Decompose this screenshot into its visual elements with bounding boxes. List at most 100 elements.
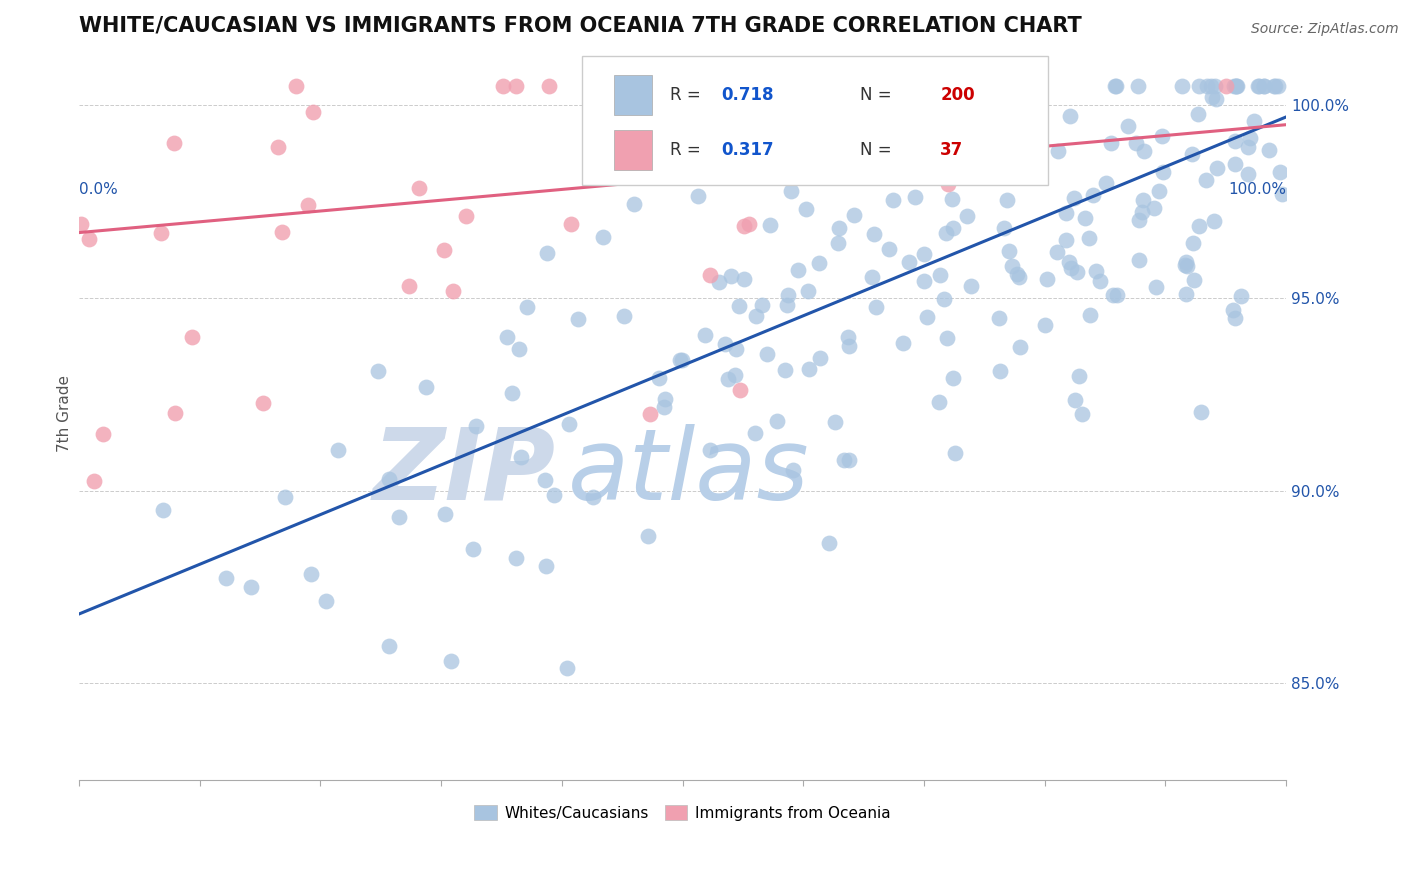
- Point: [536, 245, 558, 260]
- Point: [637, 529, 659, 543]
- Text: N =: N =: [860, 141, 897, 159]
- Point: [165, 406, 187, 420]
- Point: [728, 299, 751, 313]
- Point: [543, 488, 565, 502]
- Point: [1102, 288, 1125, 302]
- Text: N =: N =: [860, 87, 897, 104]
- Point: [378, 472, 401, 486]
- Point: [936, 177, 959, 191]
- Point: [1188, 219, 1211, 234]
- Point: [1078, 309, 1101, 323]
- Point: [505, 551, 527, 566]
- Text: 100.0%: 100.0%: [1227, 182, 1286, 196]
- Point: [378, 639, 401, 653]
- Point: [1066, 265, 1088, 279]
- Point: [671, 353, 693, 368]
- Point: [623, 197, 645, 211]
- Point: [713, 336, 735, 351]
- Point: [936, 331, 959, 345]
- Point: [1104, 79, 1126, 94]
- Point: [1182, 235, 1205, 250]
- Point: [724, 342, 747, 356]
- Point: [765, 414, 787, 428]
- Point: [1074, 211, 1097, 225]
- Point: [889, 156, 911, 170]
- Point: [752, 79, 775, 94]
- FancyBboxPatch shape: [582, 56, 1049, 186]
- Point: [163, 136, 186, 150]
- Point: [1225, 79, 1247, 94]
- Point: [862, 227, 884, 242]
- Point: [842, 208, 865, 222]
- Point: [928, 395, 950, 409]
- Point: [1271, 186, 1294, 201]
- Point: [1054, 206, 1077, 220]
- Point: [1202, 214, 1225, 228]
- Point: [929, 268, 952, 282]
- Point: [797, 284, 820, 298]
- Point: [912, 246, 935, 260]
- Point: [1243, 113, 1265, 128]
- Point: [501, 386, 523, 401]
- Point: [1081, 188, 1104, 202]
- Point: [1230, 288, 1253, 302]
- Point: [510, 450, 533, 464]
- Point: [1088, 274, 1111, 288]
- Text: 0.718: 0.718: [721, 87, 773, 104]
- Point: [270, 225, 292, 239]
- Point: [1126, 79, 1149, 94]
- Point: [267, 140, 290, 154]
- Point: [297, 198, 319, 212]
- Point: [775, 363, 797, 377]
- Point: [1197, 79, 1219, 94]
- Point: [1267, 79, 1289, 94]
- Point: [1181, 147, 1204, 161]
- FancyBboxPatch shape: [614, 75, 652, 115]
- Point: [776, 288, 799, 302]
- Point: [560, 217, 582, 231]
- Point: [441, 284, 464, 298]
- Point: [998, 244, 1021, 258]
- Point: [1101, 136, 1123, 150]
- Point: [648, 370, 671, 384]
- Point: [1054, 234, 1077, 248]
- Text: 0.317: 0.317: [721, 141, 773, 159]
- Point: [936, 79, 959, 94]
- Point: [1005, 267, 1028, 281]
- Point: [745, 309, 768, 323]
- Point: [508, 342, 530, 356]
- Point: [606, 104, 628, 119]
- Point: [707, 275, 730, 289]
- Point: [797, 362, 820, 376]
- Point: [838, 452, 860, 467]
- Point: [1222, 303, 1244, 318]
- Point: [1010, 340, 1032, 354]
- Point: [1149, 185, 1171, 199]
- Point: [904, 190, 927, 204]
- Point: [1104, 79, 1126, 94]
- Point: [534, 559, 557, 574]
- Point: [215, 571, 238, 585]
- Point: [1063, 191, 1085, 205]
- Point: [758, 218, 780, 232]
- Point: [960, 279, 983, 293]
- Point: [994, 153, 1017, 167]
- Point: [581, 156, 603, 170]
- Point: [149, 226, 172, 240]
- Point: [558, 417, 581, 432]
- Point: [786, 263, 808, 277]
- Point: [1249, 79, 1271, 94]
- Point: [1144, 280, 1167, 294]
- FancyBboxPatch shape: [614, 130, 652, 170]
- Point: [505, 79, 527, 94]
- Point: [1107, 288, 1129, 302]
- Point: [728, 383, 751, 397]
- Legend: Whites/Caucasians, Immigrants from Oceania: Whites/Caucasians, Immigrants from Ocean…: [468, 799, 897, 827]
- Point: [882, 193, 904, 207]
- Point: [408, 181, 430, 195]
- Point: [1175, 259, 1198, 273]
- Point: [1226, 79, 1249, 94]
- Point: [1225, 310, 1247, 325]
- Point: [495, 330, 517, 344]
- Point: [1237, 139, 1260, 153]
